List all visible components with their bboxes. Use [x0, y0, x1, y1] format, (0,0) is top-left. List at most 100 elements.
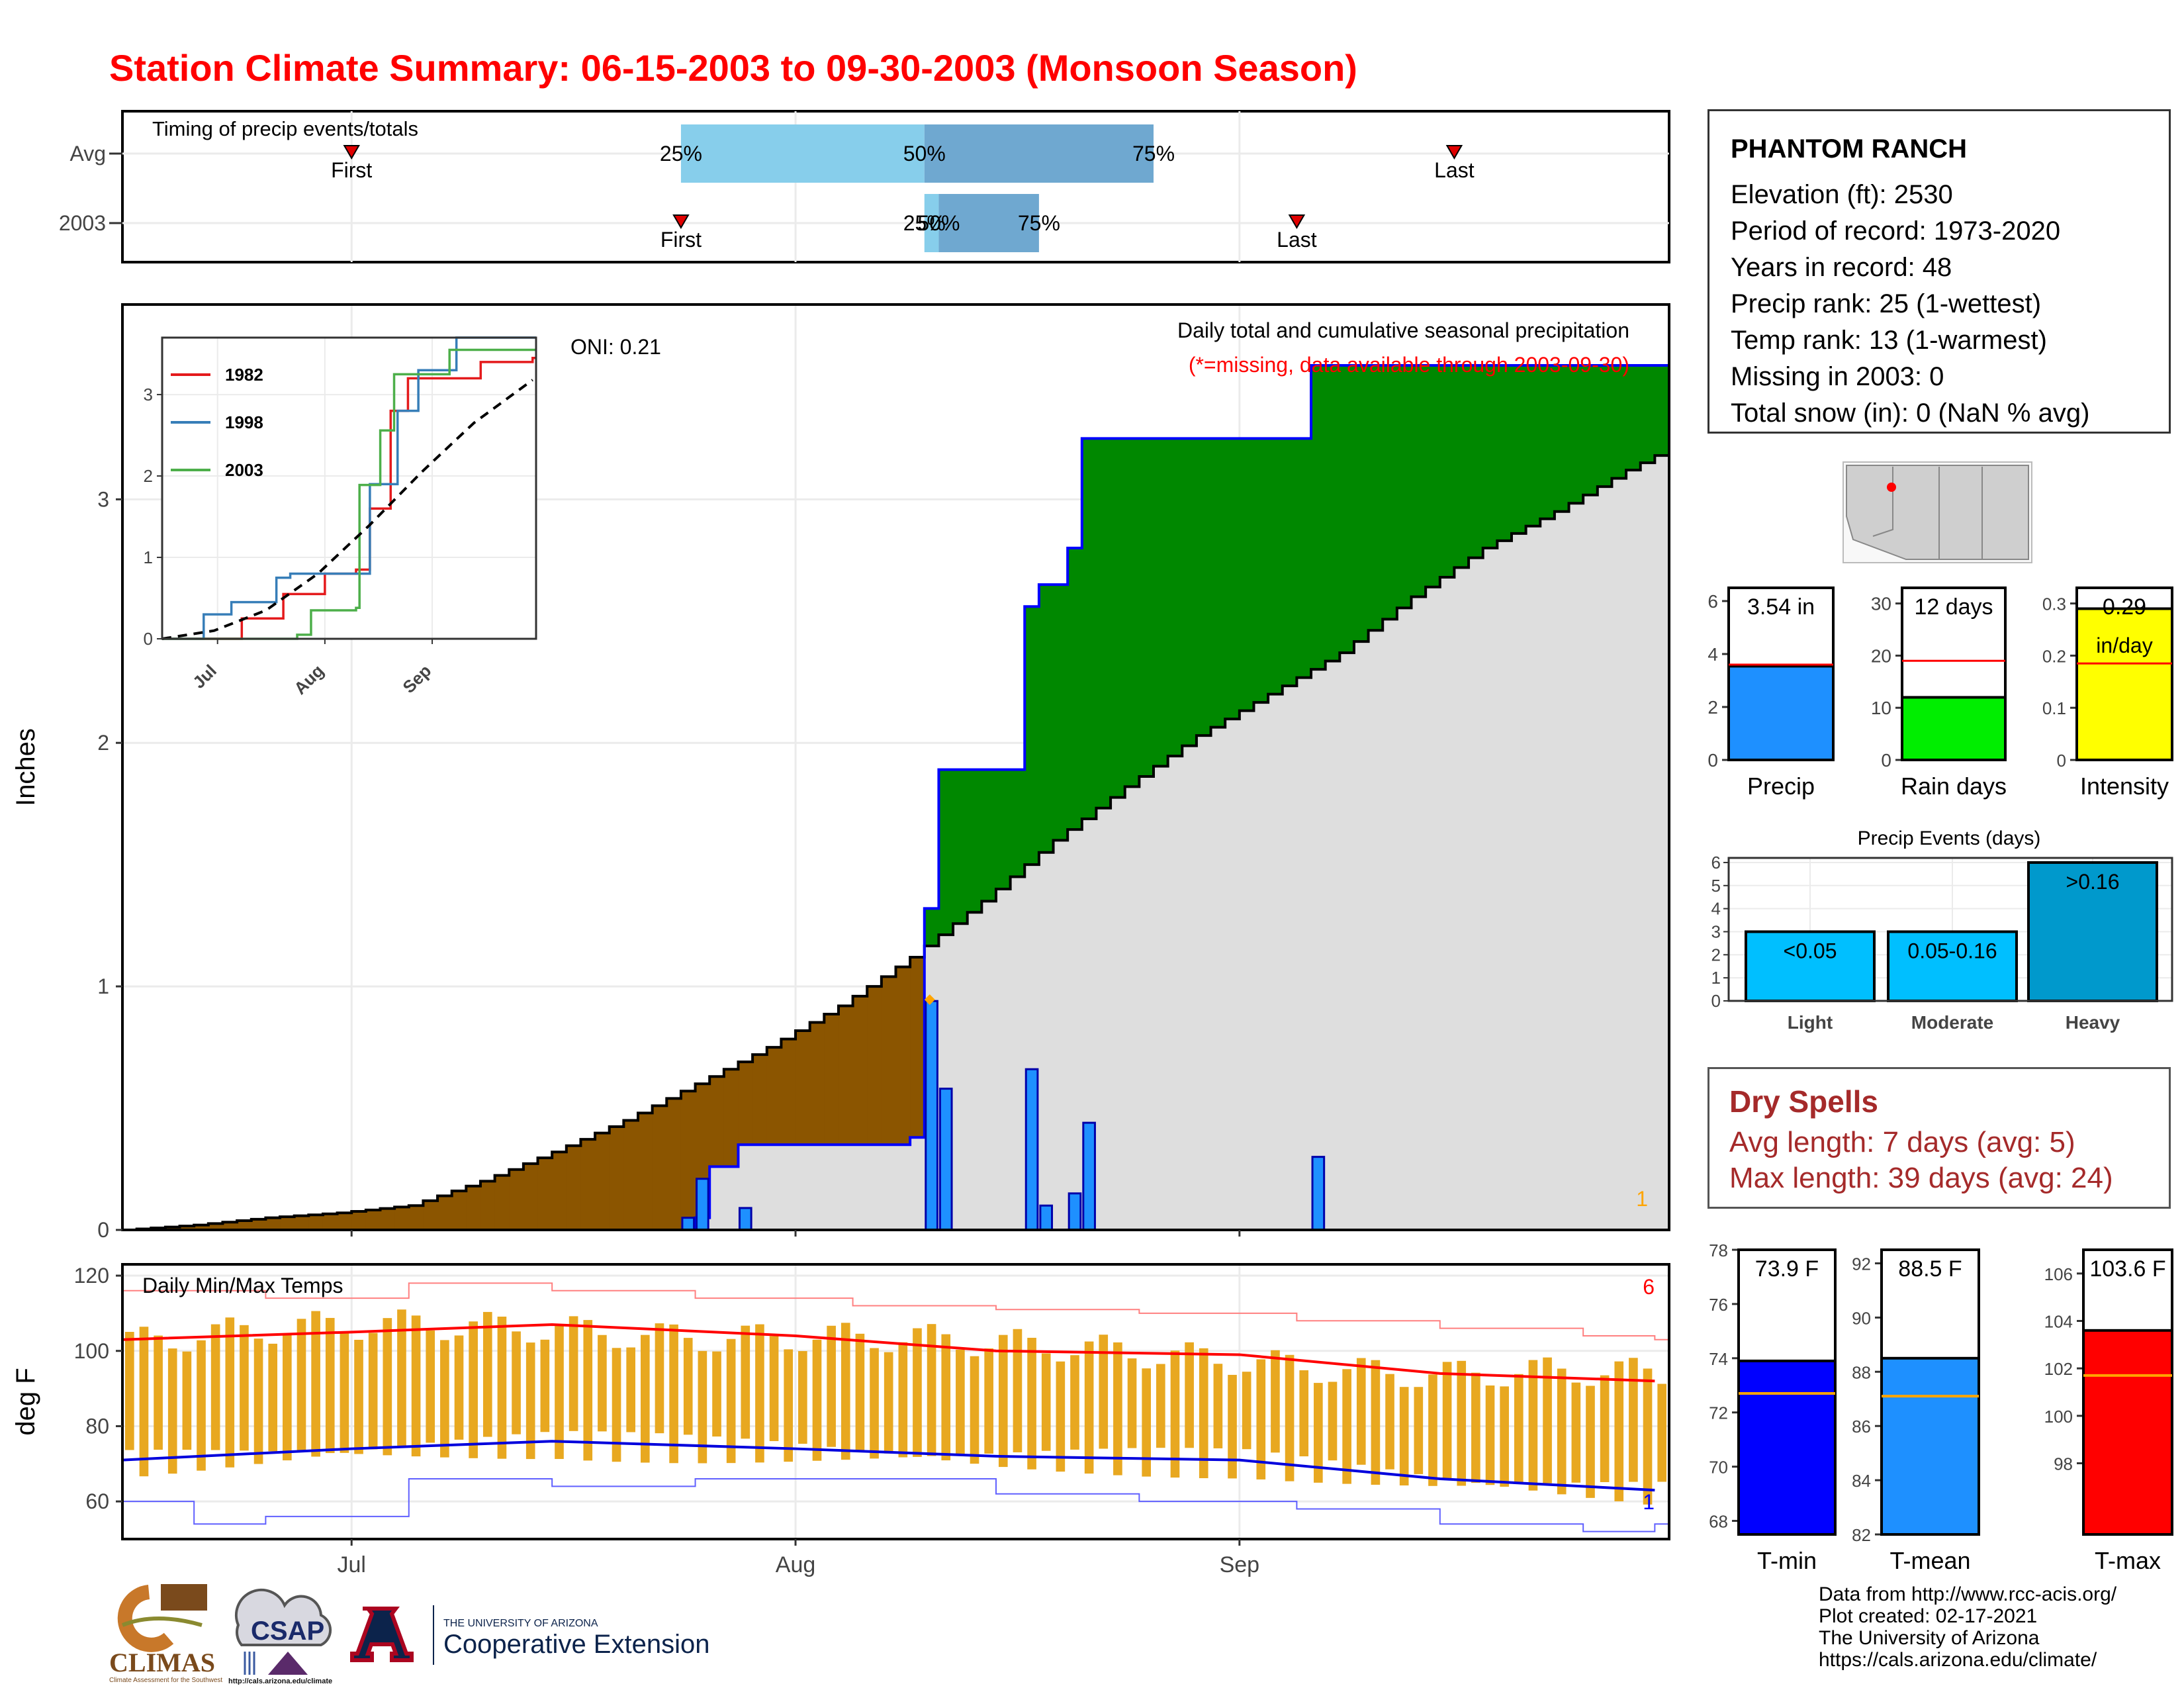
daily-temp-bar	[941, 1334, 951, 1461]
station-info-line: Missing in 2003: 0	[1731, 362, 1944, 391]
daily-temp-bar	[913, 1328, 922, 1457]
deficit-area	[595, 1133, 610, 1230]
inset-ytick-label: 0	[144, 629, 153, 649]
intensity-panel-ytick-label: 0	[2057, 751, 2066, 771]
daily-temp-bar	[769, 1336, 779, 1442]
daily-temp-bar	[1399, 1387, 1409, 1486]
surplus-area	[1024, 606, 1040, 865]
dry-spells-max: Max length: 39 days (avg: 24)	[1729, 1162, 2113, 1194]
climas-logo: CLIMAS Climate Assessment for the Southw…	[109, 1584, 222, 1684]
surplus-area	[1540, 365, 1555, 519]
precip-total-panel-category-label: Precip	[1747, 773, 1815, 800]
surplus-area	[1325, 365, 1340, 661]
surplus-area	[924, 908, 940, 947]
csap-text: CSAP	[251, 1617, 324, 1646]
precip-events-bar	[1887, 930, 2018, 1003]
precip-events-bar-label: 0.05-0.16	[1907, 939, 1997, 962]
timing-last-label: Last	[1277, 228, 1317, 252]
daily-temp-bar	[927, 1324, 936, 1456]
precip-events-category: Heavy	[2066, 1012, 2120, 1033]
csap-logo: CSAP http://cals.arizona.edu/climate	[228, 1588, 332, 1685]
tmean-panel-ytick-label: 86	[1852, 1417, 1871, 1436]
precip-events-ytick-label: 3	[1711, 921, 1721, 941]
inset-bg	[162, 338, 536, 639]
surplus-area	[1311, 365, 1326, 670]
observed-cumulative-line	[122, 363, 1669, 1231]
timing-iqr-low	[924, 194, 939, 252]
daily-temp-bar	[1127, 1358, 1137, 1448]
daily-temp-bar	[1271, 1350, 1280, 1453]
tmean-panel: 82 84 86 88 90 92 88.5 F T-mean	[1852, 1248, 1980, 1574]
daily-temp-bar	[440, 1340, 449, 1458]
daily-temp-bar	[1228, 1374, 1237, 1479]
tmean-panel-value-label: 88.5 F	[1898, 1256, 1962, 1282]
rain-days-panel-ytick-label: 20	[1871, 645, 1891, 666]
credits: Data from http://www.rcc-acis.org/ Plot …	[1819, 1583, 2116, 1671]
surplus-area	[1411, 365, 1426, 597]
tmin-panel-ytick-label: 74	[1709, 1349, 1728, 1369]
deficit-area	[480, 1181, 496, 1230]
deficit-area	[652, 1105, 667, 1230]
daily-temp-bar	[1371, 1360, 1381, 1485]
precip-events-ytick-label: 4	[1711, 899, 1721, 919]
tmax-panel-bar	[2082, 1329, 2173, 1536]
temps-panel: 60 80 100 120 Jul Aug Sep deg F Daily Min/Max Te…	[11, 1263, 1670, 1577]
deficit-area	[566, 1145, 582, 1230]
daily-temp-bar	[1385, 1374, 1394, 1470]
tmin-panel-ytick-label: 76	[1709, 1295, 1728, 1315]
daily-temp-bar	[311, 1311, 320, 1457]
deficit-area	[451, 1191, 467, 1230]
deficit-area	[179, 1226, 195, 1230]
precip-events-panel: Precip Events (days) <0.05 Light 0.05-0.16 M…	[1711, 827, 2173, 1033]
surplus-area	[1010, 769, 1025, 877]
daily-temp-bar	[1041, 1353, 1051, 1451]
tmax-panel-ytick-label: 106	[2044, 1264, 2073, 1284]
station-name: PHANTOM RANCH	[1731, 134, 1968, 164]
precip-total-panel-value-label: 3.54 in	[1747, 594, 1815, 620]
deficit-area	[408, 1205, 424, 1230]
tmax-panel-value-label: 103.6 F	[2089, 1256, 2165, 1282]
daily-temp-bar	[469, 1321, 478, 1458]
tmin-panel-ytick-label: 78	[1709, 1241, 1728, 1260]
daily-temp-bar	[956, 1349, 965, 1455]
surplus-area	[995, 769, 1011, 889]
surplus-area	[1597, 365, 1613, 487]
station-info-line: Period of record: 1973-2020	[1731, 216, 2061, 246]
page-title: Station Climate Summary: 06-15-2003 to 0…	[109, 47, 1357, 89]
daily-temp-bar	[1471, 1372, 1480, 1483]
surplus-area	[1368, 365, 1383, 631]
daily-temp-bar	[598, 1335, 607, 1432]
timing-p75-label: 75%	[1018, 211, 1060, 235]
ua-logo: THE UNIVERSITY OF ARIZONA Cooperative Ex…	[350, 1605, 709, 1665]
tmin-panel-ytick-label: 70	[1709, 1458, 1728, 1477]
deficit-area	[752, 1055, 768, 1145]
dry-spells-box: Dry Spells Avg length: 7 days (avg: 5) M…	[1707, 1067, 2171, 1209]
surplus-area	[981, 769, 997, 902]
surplus-area	[1139, 438, 1154, 776]
daily-temp-bar	[984, 1348, 993, 1454]
daily-temp-bar	[655, 1323, 664, 1434]
precip-total-panel-ytick-label: 6	[1707, 591, 1718, 612]
surplus-area	[1225, 438, 1240, 720]
record-low-count: 1	[1643, 1490, 1655, 1514]
csap-url: http://cals.arizona.edu/climate	[228, 1677, 332, 1685]
timing-iqr-low	[680, 124, 925, 183]
deficit-area	[265, 1217, 281, 1230]
temps-xtick-label: Aug	[776, 1552, 816, 1577]
precip-events-category: Moderate	[1911, 1012, 1993, 1033]
precip-annotation-missing: (*=missing, data available through 2003-…	[1189, 353, 1629, 377]
daily-temp-bar	[841, 1323, 850, 1460]
tmean-panel-bar	[1880, 1356, 1980, 1536]
deficit-area	[380, 1208, 395, 1230]
credit-line: Data from http://www.rcc-acis.org/	[1819, 1583, 2117, 1605]
daily-temp-bar	[755, 1324, 764, 1463]
intensity-panel-category-label: Intensity	[2080, 773, 2169, 800]
deficit-area	[466, 1186, 481, 1230]
daily-temp-bar	[1185, 1342, 1194, 1448]
surplus-area	[1239, 438, 1255, 711]
tmax-panel-category-label: T-max	[2095, 1547, 2161, 1574]
precip-ytick-label: 2	[97, 731, 109, 755]
rain-days-panel-category-label: Rain days	[1901, 773, 2007, 800]
daily-temp-bar	[1314, 1383, 1323, 1483]
